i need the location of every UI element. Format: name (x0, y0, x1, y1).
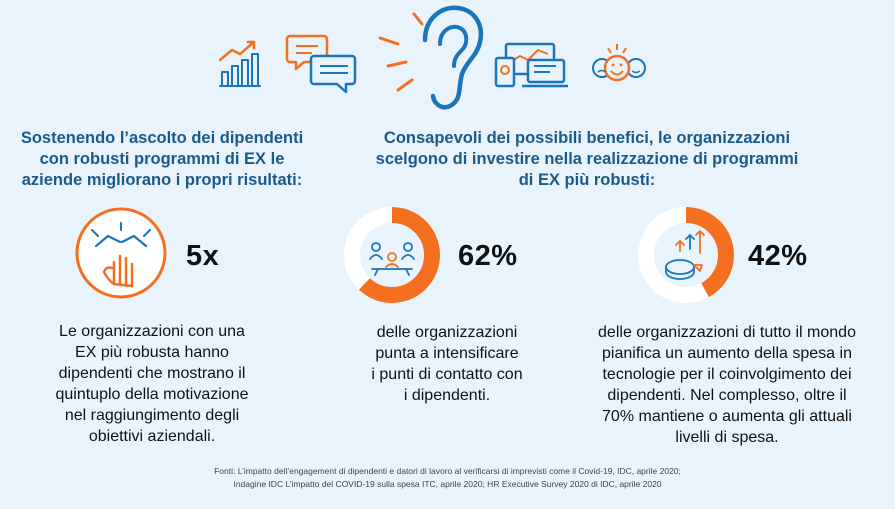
right-heading: Consapevoli dei possibili benefici, le o… (352, 128, 822, 191)
description-line: delle organizzazioni (376, 324, 518, 341)
left-heading: Sostenendo l’ascolto dei dipendenti con … (12, 128, 312, 191)
top-icon-row (218, 5, 646, 110)
stat-value-5x: 5x (186, 240, 220, 272)
left-heading-line: con robusti programmi di EX le (39, 150, 285, 168)
description-line: Le organizzazioni con una (59, 323, 245, 340)
description-line: obiettivi aziendali. (88, 428, 216, 445)
description-line: punta a intensificare (375, 345, 519, 362)
donut-42-arc (638, 207, 734, 303)
team-meeting-icon (369, 242, 415, 276)
description-line: delle organizzazioni di tutto il mondo (598, 324, 856, 341)
left-heading-line: Sostenendo l’ascolto dei dipendenti (20, 129, 304, 147)
description-line: nel raggiungimento degli (64, 407, 240, 424)
pie-growth-icon (665, 230, 705, 280)
source-line: Fonti: L’impatto dell’engagement di dipe… (214, 466, 681, 476)
right-heading-line: di EX più robusti: (518, 171, 656, 189)
hands-together-icon (91, 222, 151, 288)
description-line: pianifica un aumento della spesa in (602, 345, 852, 362)
right-heading-line: scelgono di investire nella realizzazion… (375, 150, 799, 168)
stat-value-42: 42% (748, 240, 808, 272)
stat-value-62: 62% (458, 240, 518, 272)
description-line: livelli di spesa. (675, 429, 779, 446)
description-line: dipendenti. Nel complesso, oltre il (607, 387, 847, 404)
donut-42 (638, 207, 734, 303)
source-line: Indagine IDC L’impatto del COVID-19 sull… (233, 479, 662, 489)
stat-description-62: delle organizzazioni punta a intensifica… (327, 322, 567, 406)
growth-chart-icon (218, 40, 261, 87)
description-line: quintuplo della motivazione (55, 386, 249, 403)
description-line: 70% mantiene o aumenta gli attuali (602, 408, 852, 425)
right-heading-line: Consapevoli dei possibili benefici, le o… (383, 129, 791, 147)
donut-62 (344, 207, 440, 303)
description-line: i dipendenti. (403, 387, 491, 404)
stat-description-42: delle organizzazioni di tutto il mondo p… (572, 322, 882, 448)
chat-bubbles-icon (285, 34, 357, 94)
donut-62-arc (344, 207, 440, 303)
sources-footnote: Fonti: L’impatto dell’engagement di dipe… (0, 465, 895, 491)
description-line: dipendenti che mostrano il (58, 365, 246, 382)
description-line: tecnologie per il coinvolgimento dei (602, 366, 852, 383)
hands-stat-circle (75, 207, 167, 299)
stat-description-5x: Le organizzazioni con una EX più robusta… (22, 321, 282, 447)
left-heading-line: aziende migliorano i propri risultati: (21, 171, 303, 189)
emoji-faces-icon (592, 44, 646, 82)
listening-ear-icon (378, 5, 484, 110)
description-line: i punti di contatto con (371, 366, 523, 383)
description-line: EX più robusta hanno (75, 344, 229, 361)
devices-icon (494, 42, 568, 88)
